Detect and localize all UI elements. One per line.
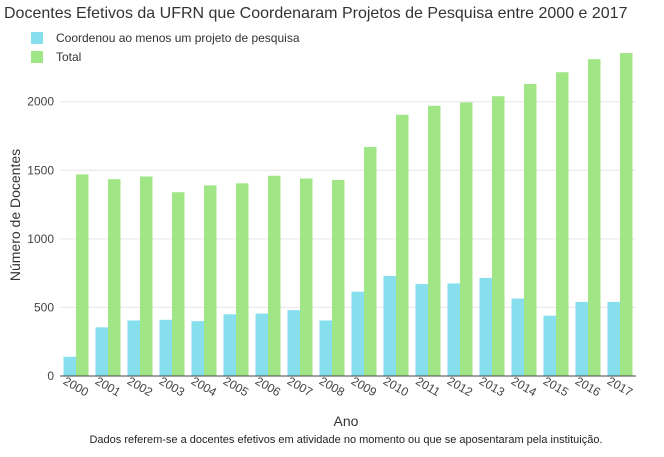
x-tick-label: 2017 (605, 374, 635, 400)
bar-coordenou-2007 (287, 310, 300, 376)
bar-coordenou-2001 (95, 327, 108, 376)
bar-total-2007 (300, 178, 313, 376)
bar-total-2006 (268, 175, 281, 376)
x-axis-label: Ano (334, 413, 359, 429)
legend-label: Coordenou ao menos um projeto de pesquis… (56, 31, 300, 45)
bar-total-2008 (332, 179, 345, 376)
bar-total-2012 (460, 102, 473, 377)
x-tick-label: 2009 (349, 374, 379, 400)
x-tick-label: 2010 (381, 374, 411, 400)
bar-coordenou-2012 (447, 283, 460, 376)
y-tick-labels: 0 500 1000 1500 2000 (27, 95, 54, 383)
bar-total-2000 (76, 174, 89, 376)
bar-total-2001 (108, 179, 121, 376)
y-tick-label: 2000 (27, 95, 54, 109)
bar-total-2010 (396, 114, 409, 376)
bar-total-2016 (588, 59, 601, 376)
x-tick-label: 2014 (509, 374, 539, 400)
bar-total-2013 (492, 96, 505, 376)
bar-total-2014 (524, 83, 537, 376)
x-tick-label: 2008 (317, 374, 347, 400)
bar-coordenou-2014 (511, 298, 524, 376)
bar-coordenou-2009 (351, 291, 364, 376)
bars (63, 53, 633, 377)
legend-swatch (31, 32, 43, 44)
x-tick-label: 2013 (477, 374, 507, 400)
bar-total-2004 (204, 185, 217, 376)
legend-label: Total (56, 50, 81, 64)
x-tick-label: 2015 (541, 374, 571, 400)
bar-total-2009 (364, 146, 377, 376)
bar-coordenou-2004 (191, 321, 204, 376)
x-tick-labels: 2000 2001 2002 2003 2004 2005 2006 2007 2008 2009… (61, 374, 635, 400)
x-tick-label: 2007 (285, 374, 315, 400)
bar-coordenou-2003 (159, 319, 172, 376)
y-tick-label: 1000 (27, 232, 54, 246)
bar-coordenou-2013 (479, 277, 492, 376)
chart-title: Docentes Efetivos da UFRN que Coordenara… (4, 5, 628, 22)
x-tick-label: 2004 (189, 374, 219, 400)
bar-coordenou-2010 (383, 275, 396, 376)
bar-coordenou-2002 (127, 320, 140, 376)
bar-coordenou-2015 (543, 315, 556, 376)
x-tick-label: 2011 (413, 374, 443, 399)
y-tick-label: 500 (34, 300, 54, 314)
x-tick-label: 2012 (445, 374, 475, 400)
bar-coordenou-2005 (223, 314, 236, 376)
bar-coordenou-2017 (607, 301, 620, 376)
bar-total-2011 (428, 105, 441, 376)
footnote: Dados referem-se a docentes efetivos em … (89, 434, 602, 446)
x-tick-label: 2005 (221, 374, 251, 400)
bar-total-2005 (236, 183, 249, 376)
bar-coordenou-2008 (319, 320, 332, 376)
bar-coordenou-2006 (255, 313, 268, 376)
legend-swatch (31, 51, 43, 63)
y-axis-label: Número de Docentes (7, 149, 23, 281)
x-tick-label: 2002 (125, 374, 155, 400)
bar-total-2003 (172, 192, 185, 376)
x-tick-label: 2001 (93, 374, 123, 400)
bar-coordenou-2000 (63, 356, 76, 376)
bar-total-2017 (620, 53, 633, 377)
x-tick-label: 2016 (573, 374, 603, 400)
x-tick-label: 2006 (253, 374, 283, 400)
x-tick-label: 2000 (61, 374, 91, 400)
bar-coordenou-2016 (575, 301, 588, 376)
x-tick-label: 2003 (157, 374, 187, 400)
bar-total-2015 (556, 72, 569, 376)
gridlines (60, 101, 636, 308)
legend: Coordenou ao menos um projeto de pesquis… (31, 31, 300, 64)
y-tick-label: 0 (47, 369, 54, 383)
bar-total-2002 (140, 176, 153, 376)
bar-coordenou-2011 (415, 284, 428, 376)
y-tick-label: 1500 (27, 163, 54, 177)
